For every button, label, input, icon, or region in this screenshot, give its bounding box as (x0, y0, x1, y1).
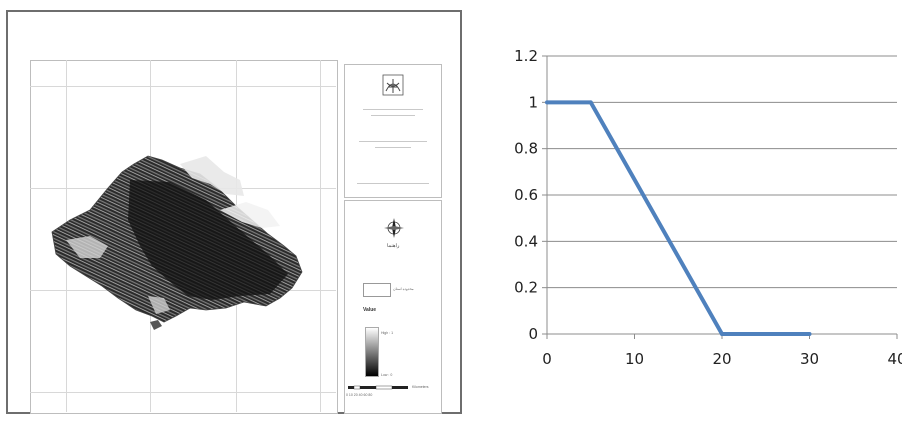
university-logo-icon (382, 74, 404, 96)
map-graticule-line (320, 60, 321, 412)
y-tick-label: 0.2 (514, 279, 538, 297)
map-graticule-line (30, 86, 336, 87)
high-value-zone (220, 202, 280, 228)
data-point (720, 332, 724, 336)
legend-heading: راهنما (387, 243, 400, 249)
title-text-line (375, 147, 411, 148)
y-tick-label: 0.8 (514, 140, 538, 158)
membership-function-chart: 0 0.2 0.4 0.6 0.8 1 1.2 0 10 20 30 40 (514, 47, 902, 368)
title-text-line (359, 141, 427, 142)
high-value-zone (148, 296, 170, 314)
title-text-line (357, 183, 429, 184)
fuzzy-raster-map (51, 155, 303, 330)
value-color-ramp (365, 327, 379, 377)
y-tick-label: 1 (528, 93, 538, 111)
x-tick-label: 20 (712, 350, 731, 368)
map-title-box (344, 64, 442, 198)
x-tick-label: 40 (887, 350, 902, 368)
low-value-zone (128, 180, 288, 300)
y-tick-label: 1.2 (514, 47, 538, 65)
map-layout-panel: راهنما محدوده استان Value High : 1 Low :… (6, 10, 462, 414)
value-heading: Value (363, 307, 377, 313)
boundary-legend-label: محدوده استان (393, 287, 414, 291)
data-point (588, 100, 593, 105)
low-value-label: Low : 0 (381, 373, 393, 377)
north-arrow-icon (384, 218, 404, 238)
y-tick-label: 0.6 (514, 186, 538, 204)
y-tick-label: 0.4 (514, 232, 538, 250)
scale-bar (348, 385, 408, 390)
data-point (807, 332, 812, 336)
high-value-zone (180, 156, 244, 196)
outlier-patch (150, 320, 162, 330)
series-line (547, 100, 810, 336)
title-text-line (371, 115, 415, 116)
map-graticule-line (30, 392, 336, 393)
high-value-zone (66, 236, 108, 258)
x-tick-label: 30 (800, 350, 819, 368)
data-point (545, 100, 549, 105)
boundary-legend-swatch (363, 283, 391, 297)
x-tick-label: 0 (542, 350, 552, 368)
high-value-label: High : 1 (381, 331, 394, 335)
title-text-line (363, 109, 423, 110)
y-tick-label: 0 (528, 325, 538, 343)
x-tick-label: 10 (625, 350, 644, 368)
scale-unit-label: Kilometers (412, 385, 429, 389)
scale-tick-labels: 0 10 20 40 60 80 (346, 393, 373, 397)
map-legend-box: راهنما محدوده استان Value High : 1 Low :… (344, 200, 442, 414)
